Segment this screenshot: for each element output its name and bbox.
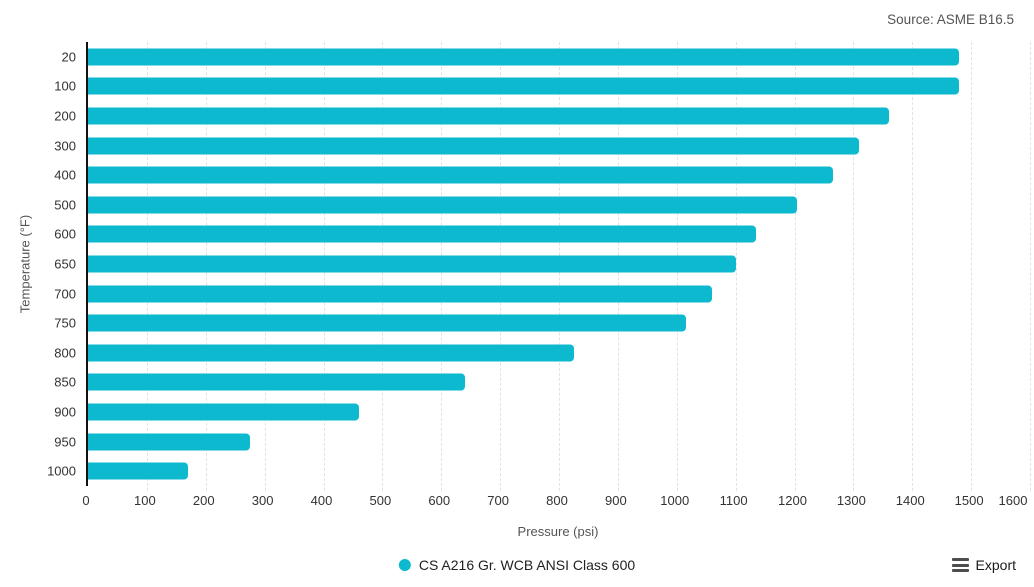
export-label: Export <box>975 557 1016 573</box>
y-tick-label: 800 <box>54 345 76 361</box>
x-tick-label: 100 <box>134 493 156 508</box>
chart-row: 900 <box>54 397 1030 427</box>
chart-row: 950 <box>54 427 1030 457</box>
bar-750[interactable] <box>88 314 686 332</box>
y-tick-label: 750 <box>54 315 76 331</box>
chart-row: 400 <box>54 160 1030 190</box>
y-tick-label: 600 <box>54 226 76 242</box>
chart-row: 100 <box>54 72 1030 102</box>
bar-100[interactable] <box>88 77 960 95</box>
legend-marker-icon <box>398 559 411 571</box>
gridline <box>735 42 737 491</box>
gridline <box>794 42 796 491</box>
bar-400[interactable] <box>88 166 833 184</box>
gridline <box>971 42 973 491</box>
bar-850[interactable] <box>88 373 465 391</box>
y-tick-label: 100 <box>54 78 76 94</box>
bar-20[interactable] <box>88 48 960 66</box>
bar-1000[interactable] <box>88 462 189 480</box>
x-tick-label: 1400 <box>895 493 925 508</box>
x-tick-label: 1600 <box>998 493 1028 508</box>
hamburger-icon <box>951 558 969 572</box>
y-tick-label: 300 <box>54 138 76 154</box>
legend-label: CS A216 Gr. WCB ANSI Class 600 <box>418 557 636 573</box>
x-tick-label: 1200 <box>778 493 807 508</box>
x-tick-label: 1100 <box>719 493 748 508</box>
chart-footer: CS A216 Gr. WCB ANSI Class 600 Export <box>0 551 1034 579</box>
y-axis-title: Temperature (°F) <box>17 214 33 314</box>
chart-row: 850 <box>54 368 1030 398</box>
x-tick-label: 200 <box>192 493 215 508</box>
y-tick-label: 400 <box>54 167 76 183</box>
y-tick-label: 950 <box>54 434 76 450</box>
x-tick-label: 0 <box>82 493 90 508</box>
chart-row: 1000 <box>47 456 1030 486</box>
chart-row: 650 <box>54 249 1030 279</box>
x-tick-label: 700 <box>487 493 509 508</box>
x-tick-label: 1500 <box>954 493 984 508</box>
chart-row: 200 <box>54 101 1030 131</box>
legend-item[interactable]: CS A216 Gr. WCB ANSI Class 600 <box>398 557 636 573</box>
y-tick-label: 850 <box>54 374 76 390</box>
x-axis-tick-labels: 0 100 200 300 400 500 600 700 800 900 1000 1100 1200… <box>82 493 1030 511</box>
export-button[interactable]: Export <box>951 557 1016 573</box>
y-tick-label: 900 <box>54 404 76 420</box>
bar-600[interactable] <box>88 225 757 243</box>
x-tick-label: 400 <box>310 493 333 508</box>
x-tick-label: 500 <box>369 493 392 508</box>
gridline <box>853 42 855 491</box>
y-tick-label: 200 <box>54 108 76 124</box>
x-tick-label: 1000 <box>660 493 690 508</box>
y-tick-label: 1000 <box>47 463 76 479</box>
y-tick-label: 20 <box>61 49 76 65</box>
x-tick-label: 800 <box>546 493 568 508</box>
chart-row: 600 <box>54 220 1030 250</box>
chart-row: 300 <box>54 131 1030 161</box>
bar-650[interactable] <box>88 255 736 273</box>
source-text: Source: ASME B16.5 <box>887 12 1014 27</box>
bar-700[interactable] <box>88 285 713 303</box>
chart-row: 20 <box>62 42 1030 72</box>
x-tick-label: 600 <box>428 493 451 508</box>
bar-900[interactable] <box>88 403 359 421</box>
gridline <box>1030 42 1031 491</box>
x-axis-title: Pressure (psi) <box>517 524 599 539</box>
bar-200[interactable] <box>88 107 889 125</box>
x-tick-label: 300 <box>251 493 274 508</box>
x-tick-label: 1300 <box>836 493 866 508</box>
bar-500[interactable] <box>88 196 798 214</box>
y-tick-label: 650 <box>54 256 76 272</box>
bar-800[interactable] <box>88 344 574 362</box>
chart-row: 500 <box>54 190 1030 220</box>
x-tick-label: 900 <box>605 493 627 508</box>
bar-300[interactable] <box>88 137 860 155</box>
gridline <box>912 42 914 491</box>
plot-area: 20 100 200 300 400 500 600 650 700 750 800 850 900 95… <box>47 42 1031 491</box>
y-tick-label: 700 <box>54 286 76 302</box>
chart-row: 750 <box>54 308 1030 338</box>
y-tick-label: 500 <box>54 197 76 213</box>
chart-row: 700 <box>54 279 1030 309</box>
chart-row: 800 <box>54 338 1030 368</box>
bar-950[interactable] <box>88 433 250 451</box>
